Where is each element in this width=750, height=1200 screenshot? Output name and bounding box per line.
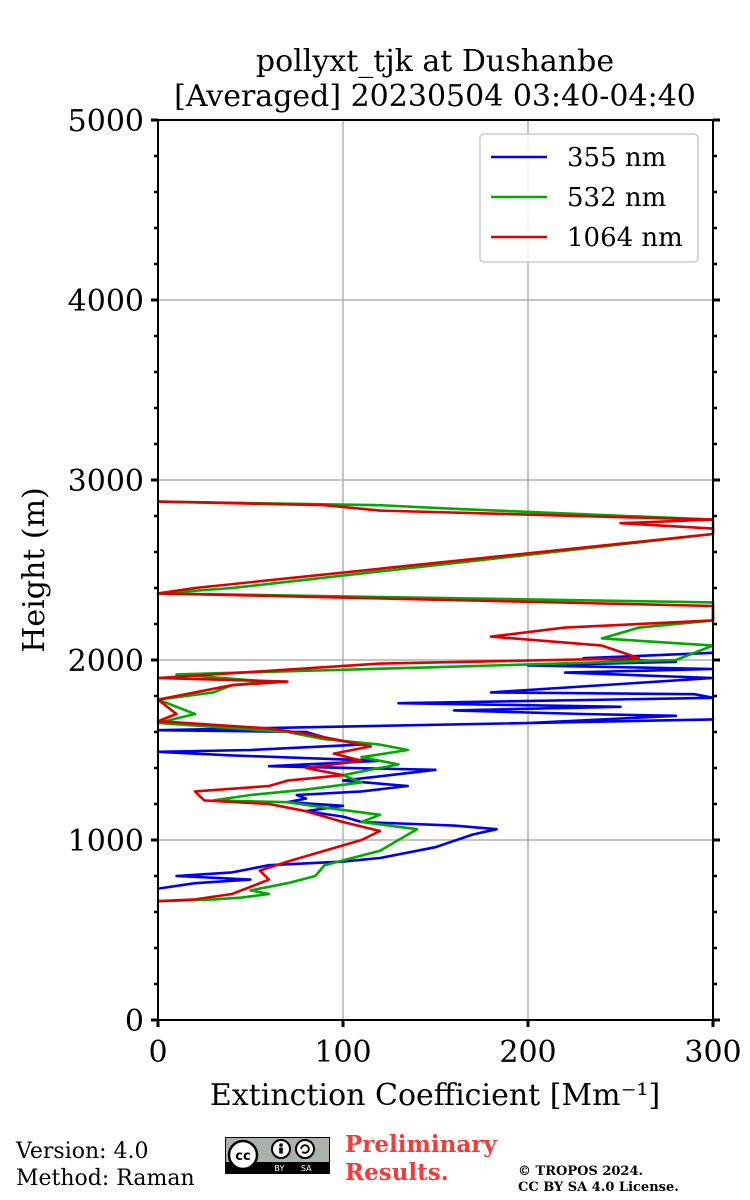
chart-title-line1: pollyxt_tjk at Dushanbe — [256, 44, 614, 79]
version-label: Version: 4.0 — [16, 1139, 149, 1164]
chart-title-line2: [Averaged] 20230504 03:40-04:40 — [174, 79, 696, 114]
legend: 355 nm 532 nm 1064 nm — [479, 133, 699, 263]
preliminary-notice: Preliminary Results. — [345, 1131, 497, 1187]
y-tick-label: 1000 — [68, 824, 144, 859]
x-tick-label: 0 — [148, 1035, 167, 1070]
x-tick-label: 100 — [314, 1035, 371, 1070]
series-line-1064-nm — [156, 500, 715, 903]
plot-frame — [157, 119, 714, 1021]
legend-label: 1064 nm — [567, 223, 683, 253]
data-series — [156, 500, 715, 903]
x-tick-label: 300 — [684, 1035, 741, 1070]
grid-lines — [158, 120, 713, 1020]
y-tick-label: 2000 — [68, 644, 144, 679]
method-label: Method: Raman — [16, 1166, 195, 1191]
series-line-355-nm — [156, 651, 715, 890]
legend-label: 532 nm — [567, 183, 666, 213]
y-tick-label: 4000 — [68, 284, 144, 319]
extinction-chart: 0 1000 2000 3000 4000 5000 0 100 200 300 pollyxt_… — [17, 44, 742, 1113]
copyright-line1: © TROPOS 2024. — [518, 1164, 644, 1179]
y-tick-label: 0 — [125, 1004, 144, 1039]
legend-box — [479, 133, 699, 263]
y-axis-label: Height (m) — [17, 487, 52, 652]
copyright-notice: © TROPOS 2024. CC BY SA 4.0 License. — [518, 1164, 679, 1196]
cc-by-sa-license-icon: cc BY SA — [225, 1137, 330, 1174]
copyright-line2: CC BY SA 4.0 License. — [518, 1180, 679, 1195]
x-axis-label: Extinction Coefficient [Mm⁻¹] — [210, 1078, 660, 1113]
y-tick-label: 5000 — [68, 104, 144, 139]
x-tick-label: 200 — [499, 1035, 556, 1070]
sa-icon — [295, 1139, 315, 1159]
preliminary-line1: Preliminary — [345, 1131, 497, 1158]
svg-text:BY SA: BY SA — [274, 1164, 312, 1173]
y-tick-label: 3000 — [68, 464, 144, 499]
cc-icon: cc — [235, 1149, 250, 1164]
preliminary-line2: Results. — [345, 1159, 449, 1186]
legend-label: 355 nm — [567, 143, 666, 173]
axis-ticks: 0 1000 2000 3000 4000 5000 0 100 200 300 — [68, 104, 742, 1070]
